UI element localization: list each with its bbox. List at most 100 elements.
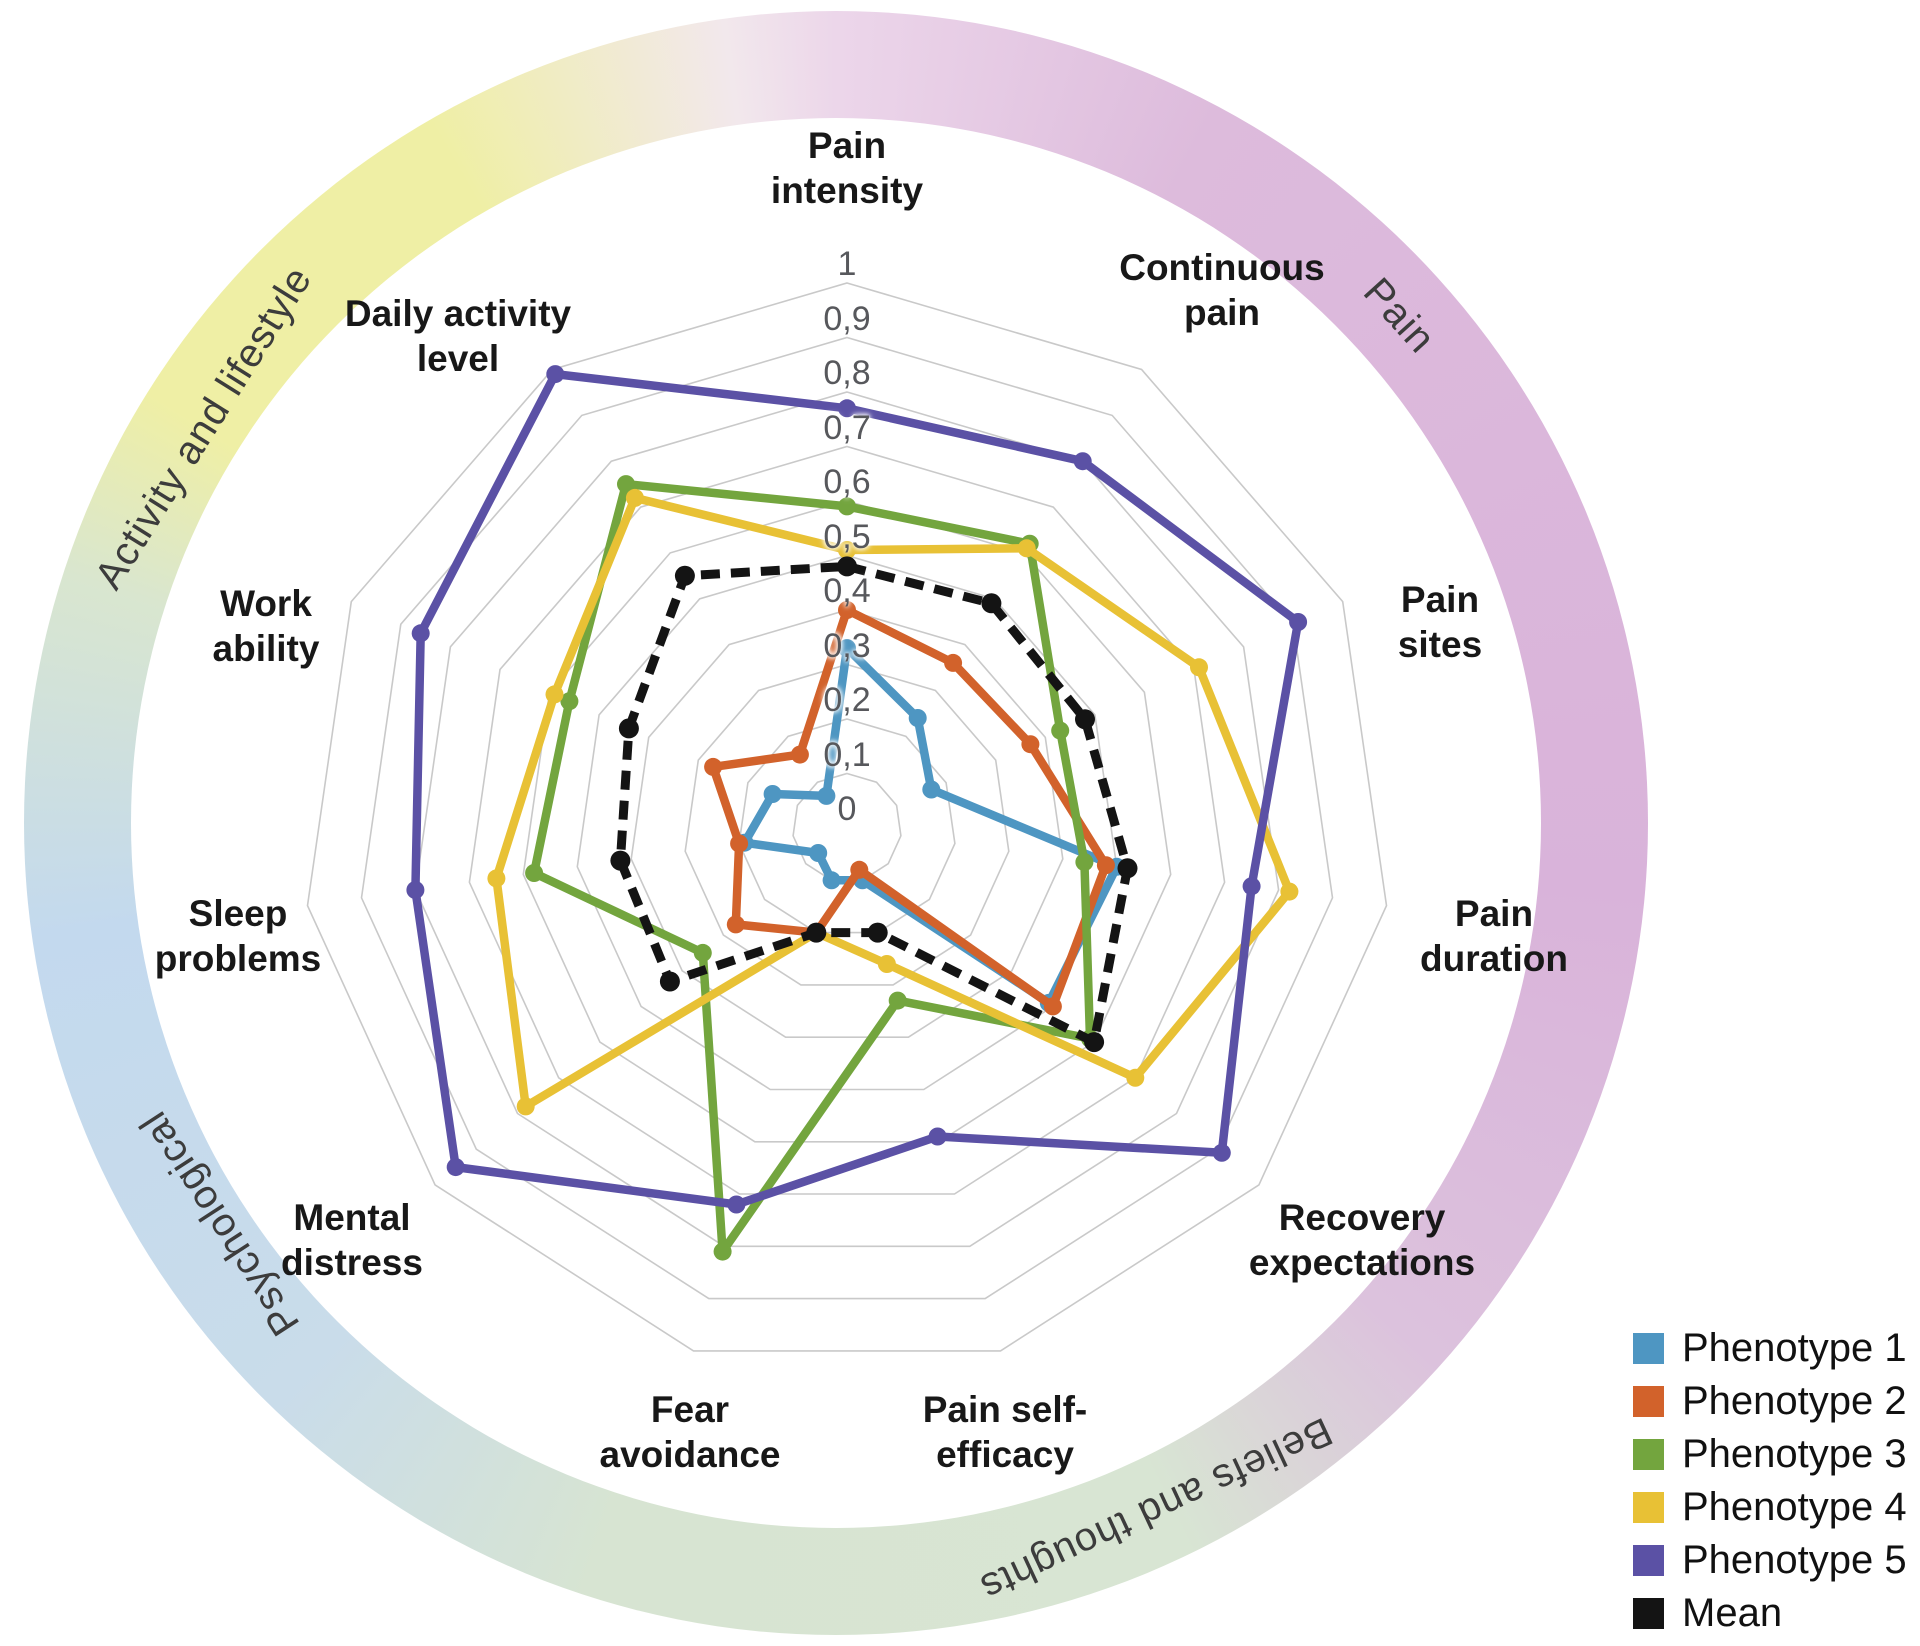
series-phenotype-2-line [708,605,1111,1011]
series-phenotype-2-point [730,834,749,853]
grid-polygon [360,336,1334,1300]
series-phenotype-3-point [693,943,712,962]
series-phenotype-3-point [617,475,635,494]
series-phenotype-5-point [406,881,425,899]
legend-swatch-phenotype-5 [1633,1545,1664,1576]
series-phenotype-1-point [809,844,828,862]
series-phenotype-2-point [850,860,869,879]
legend-label: Phenotype 1 [1682,1326,1907,1370]
series-phenotype-4-point [625,488,644,507]
series-mean-point [1117,858,1138,879]
series-phenotype-5-point [928,1127,947,1146]
legend-label: Mean [1682,1591,1783,1635]
series-phenotype-2-point [944,653,963,672]
axis-label-work-ability: Work ability [212,583,320,669]
legend-row: Phenotype 1 [1633,1322,1907,1375]
legend-label: Phenotype 2 [1682,1379,1907,1423]
series-phenotype-1-point [908,709,927,727]
axis-label-pain-duration: Pain duration [1420,893,1568,979]
series-mean-point [806,922,827,943]
grid-polygon [522,500,1172,1143]
axis-label-pain-intensity: Pain intensity [770,125,924,211]
tick-label-0.5: 0,5 [823,517,871,556]
series-mean-line [615,561,1132,1047]
series-mean-point [618,718,639,739]
series-phenotype-1-point [822,871,841,890]
tick-label-0.8: 0,8 [823,354,871,392]
legend-swatch-phenotype-2 [1633,1386,1664,1417]
series-mean-point [1075,709,1095,730]
legend: Phenotype 1 Phenotype 2 Phenotype 3 Phen… [1633,1322,1907,1640]
series-mean-point [610,850,631,871]
tick-label-0.1: 0,1 [823,735,871,774]
series-phenotype-5-point [411,624,430,643]
series-phenotype-2-point [1043,997,1062,1016]
legend-swatch-phenotype-3 [1633,1439,1664,1470]
axis-label-recovery-expectations: Recovery expectations [1248,1197,1476,1283]
series-phenotype-3-point [838,497,856,516]
series-mean-point [981,593,1002,614]
series-phenotype-2-point [838,601,856,619]
series-phenotype-1-point [817,786,836,805]
series-phenotype-5-point [838,399,856,418]
series-phenotype-5-point [1289,613,1308,631]
series-phenotype-5-point [1073,452,1092,471]
series-phenotype-2-point [1021,735,1040,754]
series-phenotype-3-point [1075,853,1094,872]
legend-label: Phenotype 3 [1682,1432,1907,1476]
grid-polygon [468,445,1226,1195]
series-phenotype-4-point [1280,882,1299,901]
tick-label-0.7: 0,7 [823,408,871,447]
legend-swatch-mean [1633,1598,1664,1629]
legend-row: Phenotype 4 [1633,1481,1907,1534]
series-phenotype-4-point [1190,658,1208,677]
series-phenotype-4-point [877,955,896,973]
axis-label-sleep-problems: Sleep problems [154,893,322,979]
series-phenotype-3-point [888,991,907,1010]
series-phenotype-4-point [1017,539,1036,558]
legend-swatch-phenotype-4 [1633,1492,1664,1523]
series-phenotype-5-point [727,1195,746,1214]
tick-label-0.3: 0,3 [823,626,871,665]
series-phenotype-5-point [1212,1143,1231,1162]
tick-label-0.2: 0,2 [823,681,871,719]
axis-label-pain-sites: Pain sites [1397,579,1483,665]
axis-label-continuous-pain: Continuous pain [1119,247,1325,333]
series-phenotype-4-point [1126,1068,1145,1087]
series-phenotype-5-point [546,365,565,384]
series-phenotype-4-point [838,541,856,559]
series-phenotype-4-line [492,493,1294,1111]
grid-polygon [684,663,1010,986]
legend-label: Phenotype 5 [1682,1538,1907,1582]
series-phenotype-4-point [516,1097,535,1116]
grid-polygon [576,554,1118,1091]
series-mean-point [867,922,888,943]
series-phenotype-3-point [1051,721,1070,740]
series-phenotype-1-point [922,780,941,799]
axis-label-pain-self-efficacy: Pain self-efficacy [922,1389,1088,1475]
series-phenotype-5-line [411,369,1303,1209]
series-phenotype-1-point [763,785,782,803]
grid-polygon [630,609,1064,1038]
series-mean-point [659,971,680,992]
series-phenotype-1-point [838,639,856,658]
axis-label-fear-avoidance: Fear avoidance [599,1389,781,1475]
legend-row: Phenotype 3 [1633,1428,1907,1481]
tick-label-0.6: 0,6 [823,463,871,501]
category-ring-hole [131,118,1541,1528]
grid-polygon [306,282,1388,1352]
series-phenotype-3-point [525,864,544,882]
legend-label: Phenotype 4 [1682,1485,1907,1529]
series-phenotype-3-line [529,479,1095,1256]
series-mean-point [837,556,857,577]
series-mean-point [674,565,695,586]
tick-label-0: 0 [837,790,857,828]
grid-polygon [414,391,1280,1248]
series-phenotype-3-point [713,1242,732,1261]
series-phenotype-2-point [1096,856,1115,875]
tick-label-0.4: 0,4 [823,572,871,610]
axis-label-mental-distress: Mental distress [281,1197,423,1283]
legend-swatch-phenotype-1 [1633,1333,1664,1364]
